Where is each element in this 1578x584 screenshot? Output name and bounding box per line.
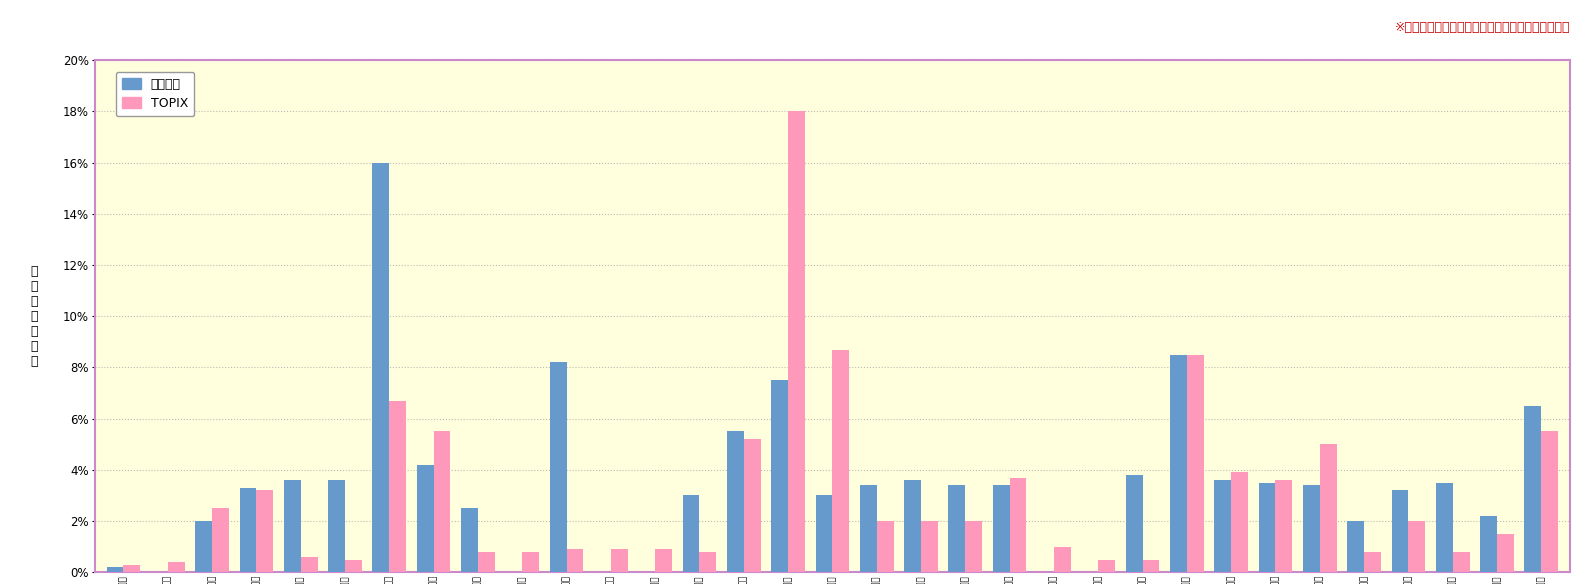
Bar [1303, 485, 1319, 572]
Bar [683, 495, 699, 572]
Bar [993, 485, 1010, 572]
Bar [1363, 552, 1381, 572]
Bar [966, 521, 982, 572]
Bar [1054, 547, 1071, 572]
Bar [417, 465, 434, 572]
Bar [772, 380, 787, 572]
Bar [1409, 521, 1425, 572]
Bar [284, 480, 301, 572]
Bar [1524, 406, 1542, 572]
Bar [877, 521, 893, 572]
Bar [1187, 354, 1204, 572]
Bar [860, 485, 877, 572]
Bar [1480, 516, 1498, 572]
Bar [522, 552, 540, 572]
Bar [346, 559, 361, 572]
Bar [196, 521, 211, 572]
Bar [1098, 559, 1116, 572]
Bar [1436, 483, 1453, 572]
Bar [1259, 483, 1275, 572]
Bar [948, 485, 966, 572]
Legend: ファンド, TOPIX: ファンド, TOPIX [115, 71, 194, 116]
Bar [1169, 354, 1187, 572]
Bar [1275, 480, 1292, 572]
Bar [727, 432, 743, 572]
Bar [1348, 521, 1363, 572]
Bar [301, 557, 317, 572]
Bar [478, 552, 495, 572]
Bar [1498, 534, 1513, 572]
Bar [1542, 432, 1557, 572]
Bar [1142, 559, 1160, 572]
Bar [461, 508, 478, 572]
Bar [699, 552, 716, 572]
Bar [1125, 475, 1142, 572]
Bar [240, 488, 256, 572]
Bar [816, 495, 833, 572]
Bar [743, 439, 761, 572]
Bar [167, 562, 185, 572]
Bar [904, 480, 922, 572]
Bar [211, 508, 229, 572]
Bar [787, 112, 805, 572]
Text: ※比率は、株式ポートフォリオに対するものです。: ※比率は、株式ポートフォリオに対するものです。 [1395, 21, 1570, 34]
Y-axis label: 組
入
・
構
成
比
率: 組 入 ・ 構 成 比 率 [30, 265, 38, 368]
Bar [1010, 478, 1026, 572]
Bar [256, 491, 273, 572]
Bar [107, 567, 123, 572]
Bar [434, 432, 450, 572]
Bar [1453, 552, 1469, 572]
Bar [567, 550, 584, 572]
Bar [1319, 444, 1337, 572]
Bar [1392, 491, 1409, 572]
Bar [1231, 472, 1248, 572]
Bar [611, 550, 628, 572]
Bar [123, 565, 140, 572]
Bar [655, 550, 672, 572]
Bar [1215, 480, 1231, 572]
Bar [390, 401, 406, 572]
Text: 株式ポートフォリオの業種別構成: 株式ポートフォリオの業種別構成 [13, 18, 174, 36]
Bar [328, 480, 346, 572]
Bar [833, 350, 849, 572]
Bar [549, 362, 567, 572]
Bar [922, 521, 937, 572]
Bar [372, 162, 390, 572]
